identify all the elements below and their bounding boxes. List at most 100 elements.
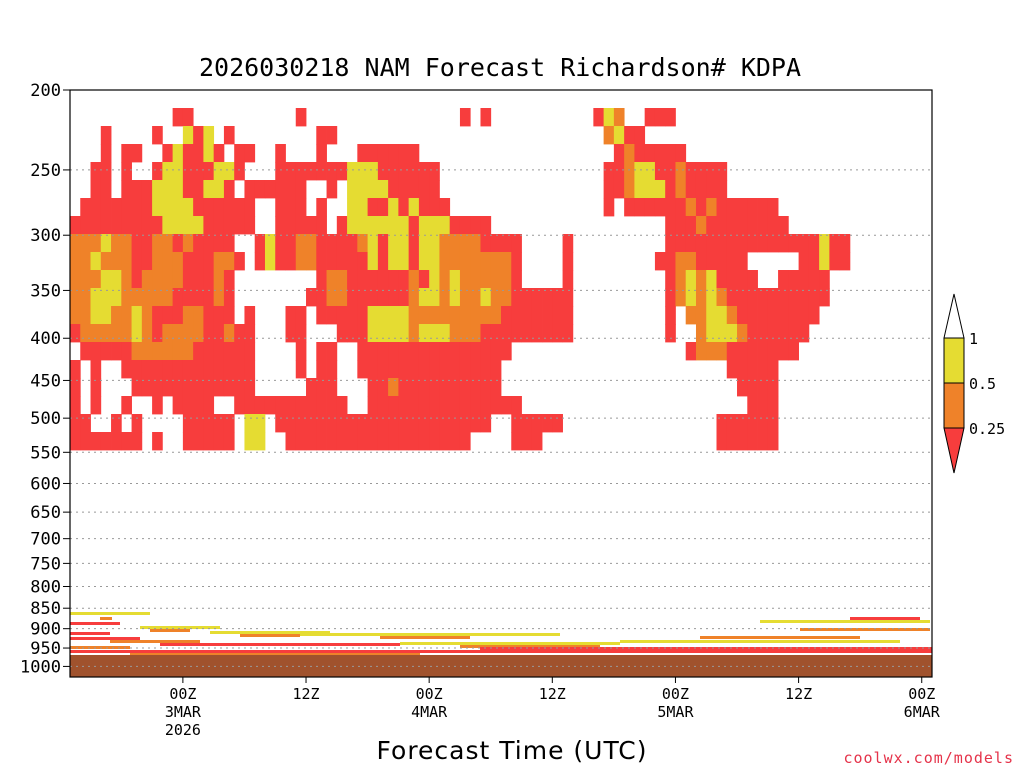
heatmap-cell (223, 360, 235, 379)
heatmap-cell (398, 198, 410, 217)
heatmap-cell (90, 198, 102, 217)
heatmap-cell (377, 270, 389, 289)
bl-streak (380, 636, 470, 639)
heatmap-cell (213, 360, 225, 379)
heatmap-cell (193, 288, 204, 307)
heatmap-cell (182, 432, 194, 451)
heatmap-cell (172, 378, 184, 397)
heatmap-cell (377, 252, 389, 271)
heatmap-cell (141, 252, 153, 271)
heatmap-cell (336, 324, 348, 343)
heatmap-cell (223, 252, 235, 271)
heatmap-cell (367, 180, 379, 199)
heatmap-cell (131, 180, 143, 199)
heatmap-cell (398, 360, 410, 379)
heatmap-cell (264, 234, 276, 253)
heatmap-cell (798, 324, 810, 343)
heatmap-cell (100, 432, 112, 451)
heatmap-cell (398, 342, 410, 361)
heatmap-cell (203, 288, 215, 307)
heatmap-cell (737, 378, 748, 397)
heatmap-cell (490, 306, 502, 325)
bl-streak (110, 640, 200, 643)
heatmap-cell (213, 144, 225, 163)
heatmap-cell (172, 252, 184, 271)
heatmap-cell (408, 162, 420, 181)
y-tick-label: 750 (30, 554, 61, 574)
heatmap-cell (377, 162, 389, 181)
heatmap-cell (480, 378, 492, 397)
heatmap-cell (131, 414, 143, 433)
y-tick-label: 1000 (20, 657, 61, 677)
heatmap-cell (408, 252, 420, 271)
x-tick-label: 2026 (165, 721, 201, 739)
heatmap-cell (203, 306, 215, 325)
heatmap-cell (757, 342, 769, 361)
heatmap-cell (234, 216, 245, 235)
heatmap-cell (213, 378, 225, 397)
heatmap-cell (665, 144, 676, 163)
heatmap-cell (121, 198, 132, 217)
heatmap-cell (131, 324, 143, 343)
heatmap-cell (203, 144, 215, 163)
heatmap-cell (449, 252, 461, 271)
heatmap-cell (367, 432, 379, 451)
heatmap-cell (193, 234, 204, 253)
heatmap-cell (501, 396, 512, 415)
heatmap-cell (172, 234, 184, 253)
heatmap-cell (244, 198, 256, 217)
heatmap-cell (418, 306, 430, 325)
heatmap-cell (449, 270, 461, 289)
heatmap-cell (152, 432, 163, 451)
heatmap-cell (203, 414, 215, 433)
heatmap-cell (244, 144, 256, 163)
heatmap-cell (347, 234, 358, 253)
x-tick-label: 00Z (169, 685, 196, 703)
heatmap-cell (131, 432, 143, 451)
heatmap-cell (603, 162, 615, 181)
legend-swatch-yellow (943, 337, 965, 384)
heatmap-cell (501, 288, 512, 307)
heatmap-cell (336, 270, 348, 289)
heatmap-cell (152, 288, 163, 307)
heatmap-cell (788, 270, 799, 289)
heatmap-cell (203, 360, 215, 379)
heatmap-cell (408, 432, 420, 451)
heatmap-cell (306, 432, 317, 451)
heatmap-cell (141, 378, 153, 397)
heatmap-cell (429, 252, 440, 271)
heatmap-cell (244, 414, 256, 433)
heatmap-cell (767, 324, 779, 343)
heatmap-cell (490, 270, 502, 289)
heatmap-cell (429, 270, 440, 289)
heatmap-cell (706, 342, 717, 361)
heatmap-cell (808, 234, 820, 253)
legend-label-1: 1 (969, 330, 978, 348)
heatmap-cell (685, 270, 697, 289)
heatmap-cell (70, 324, 81, 343)
heatmap-cell (408, 306, 420, 325)
heatmap-cell (501, 342, 512, 361)
heatmap-cell (665, 198, 676, 217)
heatmap-cell (418, 216, 430, 235)
heatmap-cell (90, 396, 102, 415)
heatmap-cell (470, 216, 481, 235)
heatmap-cell (357, 324, 368, 343)
heatmap-cell (90, 324, 102, 343)
bl-streak (210, 631, 330, 634)
heatmap-cell (613, 108, 625, 127)
heatmap-cell (316, 270, 327, 289)
heatmap-cell (398, 306, 410, 325)
heatmap-cell (326, 270, 338, 289)
bl-streak (240, 634, 300, 637)
heatmap-cell (470, 342, 481, 361)
heatmap-cell (377, 234, 389, 253)
heatmap-cell (634, 180, 646, 199)
heatmap-cell (254, 234, 266, 253)
heatmap-cell (223, 414, 235, 433)
heatmap-cell (162, 306, 174, 325)
heatmap-cell (203, 342, 215, 361)
heatmap-cell (747, 360, 758, 379)
heatmap-cell (80, 198, 91, 217)
heatmap-cell (100, 252, 112, 271)
